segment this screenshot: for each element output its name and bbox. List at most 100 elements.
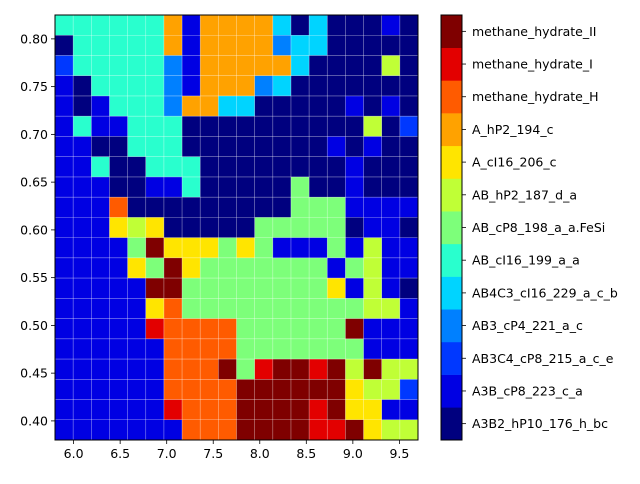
y-tick-label: 0.65 xyxy=(20,175,48,190)
heatmap-cell xyxy=(272,75,292,97)
heatmap-cell xyxy=(254,237,274,259)
heatmap-cell xyxy=(145,15,165,36)
heatmap-cell xyxy=(272,176,292,198)
heatmap-cell xyxy=(127,116,147,137)
heatmap-cell xyxy=(200,116,219,137)
heatmap-cell xyxy=(290,379,310,400)
heatmap-cell xyxy=(73,75,92,97)
heatmap-cell xyxy=(55,419,74,441)
heatmap-cell xyxy=(290,359,310,380)
x-axis-ticks: 6.0 6.5 7.0 7.5 8.0 8.5 9.0 9.5 xyxy=(64,440,409,461)
heatmap-cell xyxy=(200,237,219,259)
heatmap-cell xyxy=(290,116,310,137)
heatmap-cell xyxy=(309,338,328,360)
heatmap-cell xyxy=(399,278,419,299)
heatmap-cell xyxy=(145,298,165,319)
heatmap-cell xyxy=(345,237,364,259)
heatmap-cell xyxy=(309,379,328,400)
heatmap-cell xyxy=(399,55,419,77)
heatmap-cell xyxy=(236,15,255,36)
heatmap-cell xyxy=(254,278,274,299)
colorbar-label: AB3_cP4_221_a_c xyxy=(472,318,583,333)
heatmap-cell xyxy=(272,399,292,421)
heatmap-cell xyxy=(327,237,346,259)
heatmap-cell xyxy=(55,136,74,157)
heatmap-cell xyxy=(218,318,237,340)
heatmap-cell xyxy=(182,237,201,259)
heatmap-cell xyxy=(163,95,183,117)
heatmap-cell xyxy=(236,318,255,340)
heatmap-cell xyxy=(109,318,128,340)
heatmap-cell xyxy=(363,278,382,299)
heatmap-cell xyxy=(236,35,255,56)
heatmap-cell xyxy=(363,359,382,380)
heatmap-cell xyxy=(363,237,382,259)
heatmap-cell xyxy=(145,136,165,157)
heatmap-cell xyxy=(55,237,74,259)
heatmap-cell xyxy=(345,359,364,380)
heatmap-cell xyxy=(363,95,382,117)
heatmap-cell xyxy=(345,116,364,137)
heatmap-cell xyxy=(272,136,292,157)
heatmap-cell xyxy=(73,278,92,299)
heatmap-cell xyxy=(55,176,74,198)
heatmap-cell xyxy=(127,197,147,218)
heatmap-cell xyxy=(236,278,255,299)
heatmap-cell xyxy=(218,15,237,36)
heatmap-cell xyxy=(272,15,292,36)
heatmap-cell xyxy=(327,399,346,421)
heatmap-cell xyxy=(91,217,110,238)
heatmap-cell xyxy=(145,359,165,380)
heatmap-cell xyxy=(327,257,346,279)
heatmap-cell xyxy=(91,35,110,56)
heatmap-cell xyxy=(200,136,219,157)
heatmap-cell xyxy=(163,419,183,441)
heatmap-cell xyxy=(200,379,219,400)
heatmap-cell xyxy=(127,399,147,421)
heatmap-cell xyxy=(182,359,201,380)
heatmap-cell xyxy=(345,298,364,319)
heatmap-cell xyxy=(381,419,401,441)
heatmap-cell xyxy=(327,75,346,97)
heatmap-cell xyxy=(91,75,110,97)
heatmap-cell xyxy=(345,318,364,340)
heatmap-cell xyxy=(127,217,147,238)
heatmap-cell xyxy=(127,379,147,400)
heatmap-cell xyxy=(218,278,237,299)
heatmap-cell xyxy=(73,379,92,400)
colorbar-label: A_hP2_194_c xyxy=(472,122,554,137)
heatmap-cell xyxy=(55,95,74,117)
colorbar-label: A_cI16_206_c xyxy=(472,155,557,170)
heatmap-cell xyxy=(254,176,274,198)
heatmap-cell xyxy=(363,55,382,77)
heatmap-cell xyxy=(254,116,274,137)
colorbar-label: methane_hydrate_H xyxy=(472,89,599,104)
heatmap-cell xyxy=(363,338,382,360)
heatmap-cell xyxy=(109,116,128,137)
heatmap-cell xyxy=(127,419,147,441)
heatmap-cell xyxy=(236,257,255,279)
heatmap-cell xyxy=(163,116,183,137)
heatmap-cell xyxy=(91,379,110,400)
heatmap-cell xyxy=(345,156,364,178)
heatmap-cell xyxy=(109,75,128,97)
heatmap-cell xyxy=(399,136,419,157)
heatmap-cell xyxy=(73,156,92,178)
colorbar-segment xyxy=(441,211,462,245)
heatmap-cell xyxy=(200,197,219,218)
heatmap-cell xyxy=(200,55,219,77)
y-tick-label: 0.55 xyxy=(20,270,48,285)
heatmap-cell xyxy=(218,419,237,441)
heatmap-cell xyxy=(182,399,201,421)
colorbar-label: methane_hydrate_II xyxy=(472,24,596,39)
heatmap-cell xyxy=(109,197,128,218)
heatmap-cell xyxy=(272,217,292,238)
heatmap-cell xyxy=(127,278,147,299)
heatmap-cell xyxy=(272,116,292,137)
heatmap-cell xyxy=(218,298,237,319)
heatmap-cell xyxy=(91,338,110,360)
heatmap-cell xyxy=(218,75,237,97)
heatmap-cell xyxy=(200,298,219,319)
heatmap-cell xyxy=(381,95,401,117)
